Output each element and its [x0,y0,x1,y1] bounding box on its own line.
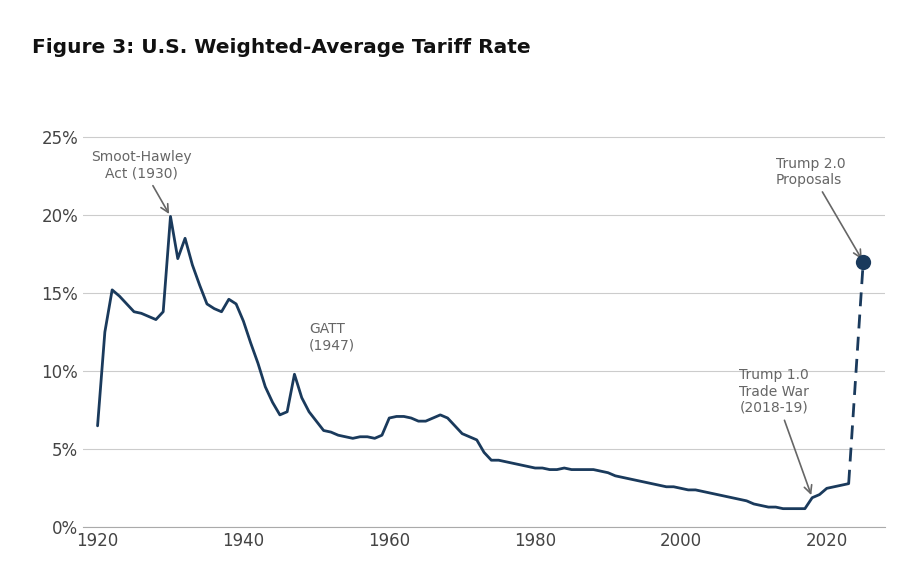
Text: Trump 2.0
Proposals: Trump 2.0 Proposals [775,156,861,258]
Text: Trump 1.0
Trade War
(2018-19): Trump 1.0 Trade War (2018-19) [739,369,811,493]
Text: Figure 3: U.S. Weighted-Average Tariff Rate: Figure 3: U.S. Weighted-Average Tariff R… [32,38,531,57]
Text: GATT
(1947): GATT (1947) [309,322,355,352]
Text: Smoot-Hawley
Act (1930): Smoot-Hawley Act (1930) [91,150,192,212]
